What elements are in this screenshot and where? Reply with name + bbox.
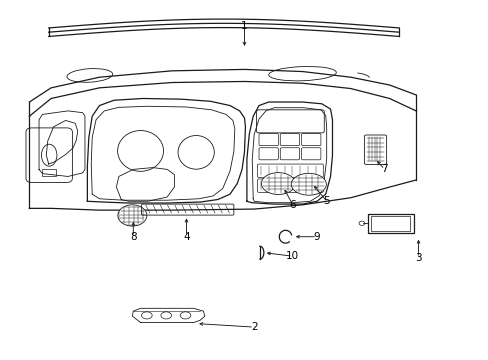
Text: 10: 10 — [285, 251, 299, 261]
Text: 6: 6 — [289, 200, 296, 210]
Text: 3: 3 — [414, 253, 421, 263]
Text: 5: 5 — [323, 196, 329, 206]
Text: 2: 2 — [250, 322, 257, 332]
Bar — [42, 169, 56, 176]
Text: 9: 9 — [313, 232, 320, 242]
Text: 4: 4 — [183, 232, 189, 242]
Text: 7: 7 — [381, 165, 387, 174]
Ellipse shape — [291, 173, 325, 195]
Bar — [367, 214, 413, 233]
Text: 8: 8 — [130, 232, 136, 242]
Bar — [370, 216, 409, 231]
Ellipse shape — [118, 205, 146, 226]
Ellipse shape — [261, 173, 295, 194]
FancyBboxPatch shape — [364, 135, 386, 165]
Polygon shape — [132, 308, 204, 323]
Text: 1: 1 — [241, 21, 247, 31]
